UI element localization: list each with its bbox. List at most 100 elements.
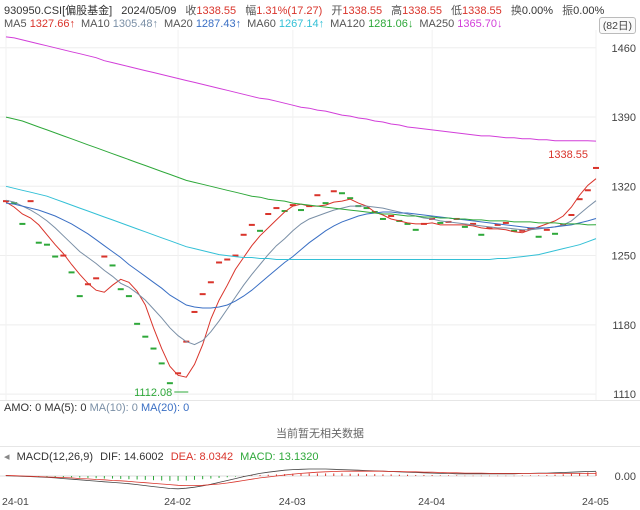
- candle[interactable]: [568, 214, 575, 216]
- candle[interactable]: [232, 254, 239, 257]
- candle[interactable]: [68, 271, 75, 274]
- candle[interactable]: [584, 189, 591, 192]
- y-tick-label: 1180: [612, 320, 636, 332]
- macd-bar: [210, 476, 212, 479]
- candle[interactable]: [494, 223, 501, 226]
- macd-bar: [87, 476, 89, 478]
- candle[interactable]: [437, 221, 444, 224]
- candle[interactable]: [511, 229, 518, 232]
- macd-bar: [587, 472, 589, 476]
- quote-header: 930950.CSI[偏股基金] 2024/05/09 收1338.55 幅1.…: [4, 2, 610, 18]
- series-line-ma60: [5, 185, 597, 260]
- macd-bar: [62, 476, 64, 478]
- candle[interactable]: [117, 288, 124, 291]
- candle[interactable]: [150, 347, 157, 350]
- macd-bar: [513, 475, 515, 477]
- series-line-ma250: [5, 36, 597, 142]
- amo-ma20: MA(20): 0: [140, 402, 190, 414]
- candle[interactable]: [134, 322, 141, 325]
- candle[interactable]: [158, 362, 165, 365]
- candle[interactable]: [576, 198, 583, 201]
- candle[interactable]: [486, 226, 493, 229]
- candle[interactable]: [322, 202, 329, 205]
- candle[interactable]: [125, 295, 132, 298]
- amo-ma10: MA(10): 0: [89, 402, 138, 414]
- macd-chart[interactable]: 0.00: [0, 462, 640, 494]
- candle[interactable]: [543, 228, 550, 231]
- candle[interactable]: [35, 241, 42, 244]
- macd-bar: [595, 471, 597, 476]
- x-tick-label: 24-04: [418, 496, 445, 508]
- candle[interactable]: [298, 209, 304, 212]
- candle[interactable]: [142, 335, 149, 338]
- x-tick-label: 24-02: [164, 496, 191, 508]
- macd-bar: [193, 476, 195, 480]
- annotation-low: 1112.08: [134, 387, 172, 399]
- candle[interactable]: [216, 261, 223, 264]
- macd-bar: [448, 475, 449, 476]
- candle[interactable]: [240, 233, 247, 236]
- kline-chart[interactable]: 1460 1390 1320 1250 1180 1110 1338.55 1112.08: [0, 30, 640, 400]
- candle[interactable]: [593, 166, 599, 169]
- candle[interactable]: [478, 233, 485, 236]
- macd-bar: [398, 474, 400, 476]
- macd-bar: [136, 476, 138, 480]
- candle[interactable]: [347, 197, 354, 200]
- candle[interactable]: [404, 222, 411, 225]
- candle[interactable]: [338, 192, 345, 195]
- macd-bar: [456, 475, 458, 476]
- period-dropdown[interactable]: (82日): [598, 17, 636, 34]
- candle[interactable]: [84, 283, 91, 286]
- candle[interactable]: [248, 223, 255, 226]
- candle[interactable]: [101, 255, 108, 258]
- candle[interactable]: [76, 295, 83, 298]
- candle[interactable]: [19, 222, 26, 225]
- candle[interactable]: [461, 225, 468, 228]
- candle[interactable]: [519, 229, 526, 232]
- macd-dif-line: [5, 468, 597, 490]
- low-price: 低1338.55: [451, 5, 502, 17]
- annotation-high: 1338.55: [548, 149, 588, 161]
- candle[interactable]: [224, 258, 231, 261]
- amo-ma5: MA(5): 0: [44, 402, 87, 414]
- candle[interactable]: [109, 264, 116, 267]
- candle[interactable]: [43, 243, 50, 246]
- candle[interactable]: [52, 255, 59, 258]
- candle[interactable]: [175, 372, 182, 375]
- candle[interactable]: [191, 310, 198, 313]
- candle[interactable]: [166, 382, 173, 385]
- candle[interactable]: [257, 229, 264, 232]
- candle[interactable]: [199, 293, 206, 296]
- candle[interactable]: [388, 214, 395, 217]
- candle[interactable]: [535, 235, 542, 238]
- candle[interactable]: [412, 228, 419, 231]
- macd-chevron-icon[interactable]: ◂: [4, 451, 10, 463]
- candle[interactable]: [3, 200, 9, 203]
- macd-bar: [554, 474, 556, 476]
- candle[interactable]: [93, 277, 100, 280]
- macd-bar: [128, 476, 130, 480]
- candle[interactable]: [314, 194, 321, 197]
- candle[interactable]: [289, 204, 296, 207]
- candle[interactable]: [207, 281, 214, 284]
- candle[interactable]: [273, 207, 280, 210]
- macd-bar: [218, 476, 220, 478]
- candle[interactable]: [11, 202, 18, 205]
- candle[interactable]: [281, 210, 288, 213]
- candle[interactable]: [552, 232, 559, 235]
- candle[interactable]: [527, 227, 534, 230]
- candle[interactable]: [60, 254, 67, 257]
- candle[interactable]: [330, 190, 337, 193]
- candle[interactable]: [265, 213, 272, 216]
- candle[interactable]: [27, 200, 34, 203]
- macd-bar: [259, 475, 261, 476]
- candle[interactable]: [470, 222, 477, 225]
- macd-dea: DEA: 8.0342: [170, 451, 234, 463]
- candle[interactable]: [379, 217, 386, 220]
- turnover-rate: 换0.00%: [510, 5, 554, 17]
- ma-legend-item: MA20 1287.43↑: [164, 18, 242, 30]
- candle[interactable]: [363, 207, 370, 210]
- ma-legend-item: MA10 1305.48↑: [80, 18, 159, 30]
- candle[interactable]: [502, 221, 509, 224]
- macd-bar: [407, 474, 409, 476]
